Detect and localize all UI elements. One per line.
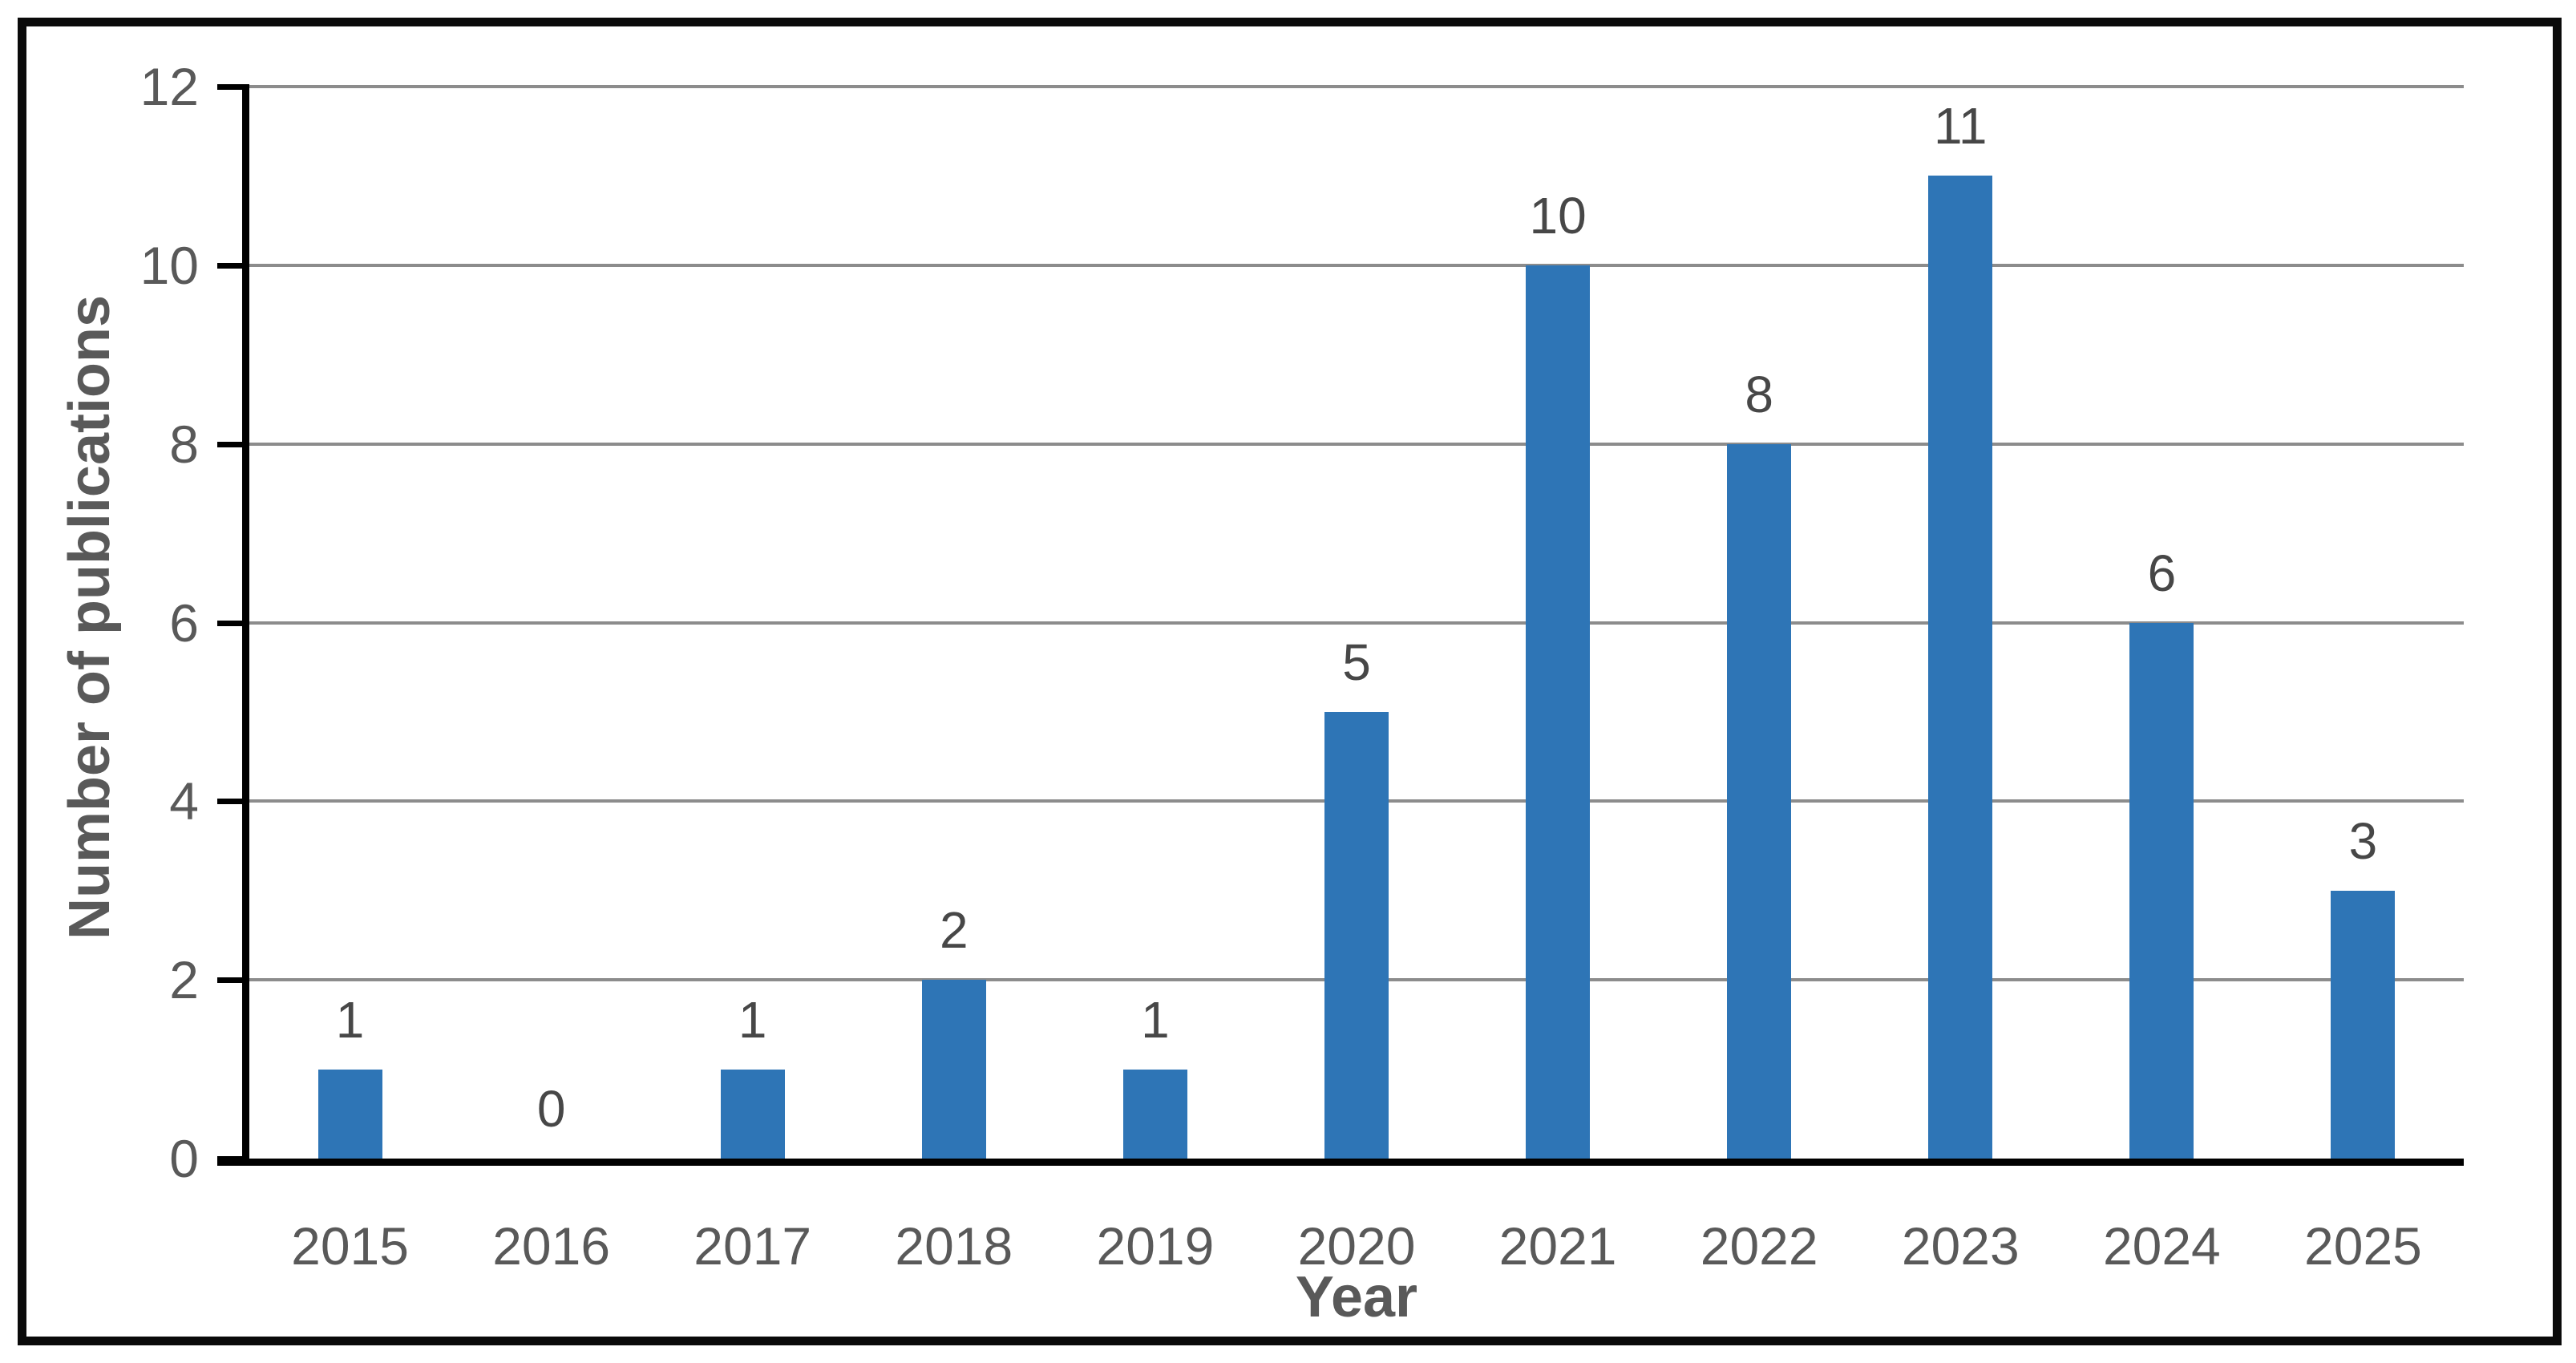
y-tick-mark <box>217 620 249 626</box>
x-axis-title: Year <box>1295 1265 1418 1329</box>
y-tick-label: 12 <box>140 57 199 116</box>
x-tick-label-2020: 2020 <box>1297 1216 1416 1276</box>
bar-2024 <box>2129 622 2194 1159</box>
bar-2020 <box>1324 711 1389 1159</box>
data-label-2018: 2 <box>940 901 969 960</box>
data-label-2019: 1 <box>1141 990 1170 1049</box>
data-label-2021: 10 <box>1529 186 1587 245</box>
bar-2023 <box>1928 176 1993 1159</box>
y-tick-mark <box>217 441 249 447</box>
y-tick-mark <box>217 977 249 984</box>
y-tick-label: 10 <box>140 235 199 295</box>
x-tick-label-2017: 2017 <box>694 1216 812 1276</box>
y-tick-mark <box>217 799 249 805</box>
data-label-2022: 8 <box>1745 365 1773 423</box>
bar-2022 <box>1727 443 1792 1159</box>
y-gridline <box>249 263 2464 267</box>
data-label-2020: 5 <box>1342 633 1371 691</box>
bar-2017 <box>720 1069 785 1159</box>
x-tick-label-2015: 2015 <box>291 1216 409 1276</box>
y-gridline <box>249 442 2464 446</box>
x-tick-label-2019: 2019 <box>1096 1216 1215 1276</box>
chart-border <box>18 18 2562 1345</box>
x-tick-label-2016: 2016 <box>492 1216 611 1276</box>
x-tick-label-2021: 2021 <box>1498 1216 1617 1276</box>
y-tick-label: 6 <box>169 593 199 653</box>
x-tick-label-2018: 2018 <box>895 1216 1013 1276</box>
bar-2021 <box>1526 265 1591 1159</box>
y-tick-mark <box>217 262 249 269</box>
y-tick-label: 4 <box>169 771 199 831</box>
bar-2025 <box>2331 890 2396 1159</box>
y-axis-line <box>242 87 249 1166</box>
data-label-2017: 1 <box>738 990 767 1049</box>
x-tick-label-2024: 2024 <box>2102 1216 2221 1276</box>
y-gridline <box>249 621 2464 625</box>
data-label-2015: 1 <box>335 990 365 1049</box>
x-axis-line <box>217 1159 2464 1166</box>
data-label-2016: 0 <box>536 1080 566 1138</box>
bar-2018 <box>921 980 986 1159</box>
y-tick-mark <box>217 84 249 90</box>
y-tick-label: 8 <box>169 414 199 474</box>
x-tick-label-2023: 2023 <box>1901 1216 2020 1276</box>
bar-2015 <box>317 1069 382 1159</box>
x-tick-label-2025: 2025 <box>2304 1216 2422 1276</box>
data-label-2023: 11 <box>1934 97 1988 156</box>
y-tick-label: 0 <box>169 1129 199 1188</box>
bar-2019 <box>1122 1069 1187 1159</box>
y-gridline <box>249 85 2464 88</box>
data-label-2024: 6 <box>2147 544 2177 602</box>
x-tick-label-2022: 2022 <box>1700 1216 1818 1276</box>
y-tick-label: 2 <box>169 950 199 1010</box>
data-label-2025: 3 <box>2348 811 2378 870</box>
